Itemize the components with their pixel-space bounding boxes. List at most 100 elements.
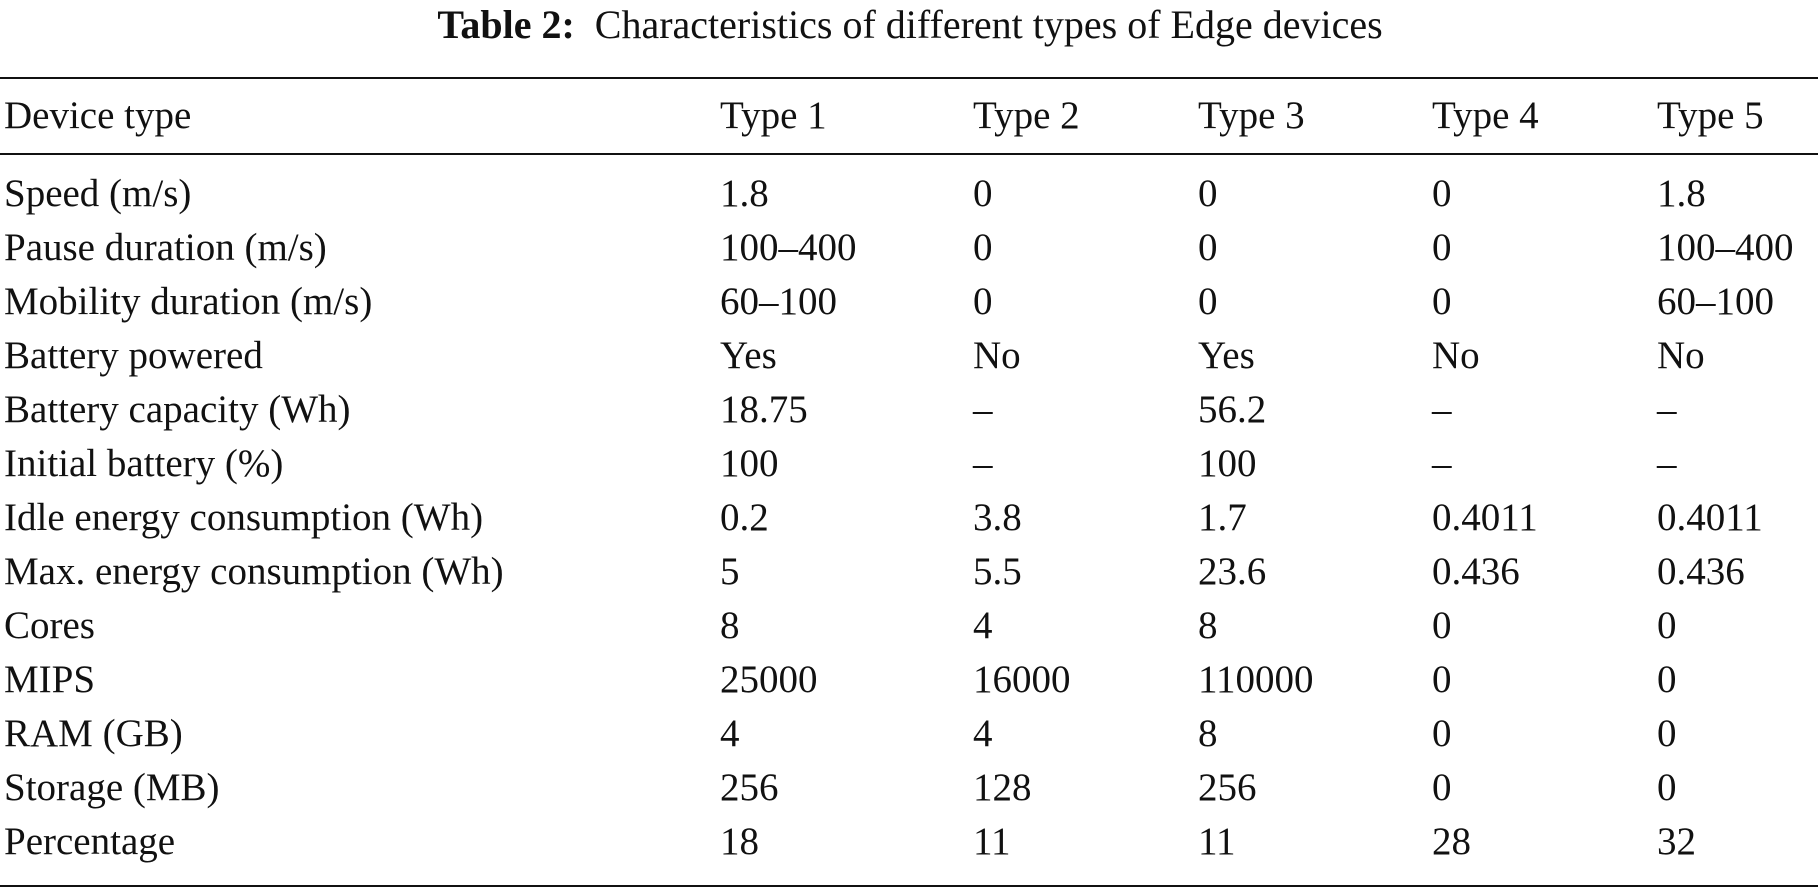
table-cell: 0 xyxy=(1657,604,1677,647)
table-row: Cores 8 4 8 0 0 xyxy=(0,599,1818,653)
table-cell: Yes xyxy=(1198,334,1255,377)
table-cell: 60–100 xyxy=(1657,280,1774,323)
table-cell: – xyxy=(1657,442,1677,485)
table-cell: 0 xyxy=(1432,658,1452,701)
table-cell: 0 xyxy=(1198,280,1218,323)
row-label: Speed (m/s) xyxy=(4,172,192,215)
row-label: Idle energy consumption (Wh) xyxy=(4,496,484,539)
table-cell: – xyxy=(973,388,993,431)
row-label: Percentage xyxy=(4,820,176,863)
table-cell: 0 xyxy=(1198,172,1218,215)
table-row: Mobility duration (m/s) 60–100 0 0 0 60–… xyxy=(0,275,1818,329)
table-caption-text: Characteristics of different types of Ed… xyxy=(594,2,1383,47)
table-cell: 1.8 xyxy=(1657,172,1706,215)
table-cell: 0 xyxy=(1432,604,1452,647)
table-header-rule xyxy=(0,153,1818,155)
table-cell: 100 xyxy=(720,442,779,485)
column-header: Type 1 xyxy=(720,94,827,137)
column-header: Type 5 xyxy=(1657,94,1764,137)
table-cell: No xyxy=(1432,334,1480,377)
table-row: Storage (MB) 256 128 256 0 0 xyxy=(0,761,1818,815)
table-cell: No xyxy=(1657,334,1705,377)
table-cell: 0.4011 xyxy=(1657,496,1763,539)
row-label: Cores xyxy=(4,604,95,647)
column-header: Device type xyxy=(4,94,192,137)
table-top-rule xyxy=(0,77,1818,79)
table-cell: 0 xyxy=(1198,226,1218,269)
table-cell: 18 xyxy=(720,820,759,863)
table-row: MIPS 25000 16000 110000 0 0 xyxy=(0,653,1818,707)
table-cell: 0 xyxy=(1657,658,1677,701)
table-cell: 16000 xyxy=(973,658,1071,701)
table-cell: – xyxy=(1432,442,1452,485)
table-cell: 28 xyxy=(1432,820,1471,863)
table-cell: 0 xyxy=(1432,766,1452,809)
row-label: Battery capacity (Wh) xyxy=(4,388,351,431)
table-cell: – xyxy=(1432,388,1452,431)
table-cell: 11 xyxy=(1198,820,1236,863)
table-row: Percentage 18 11 11 28 32 xyxy=(0,815,1818,869)
column-header: Type 3 xyxy=(1198,94,1305,137)
table-cell: 0 xyxy=(1432,712,1452,755)
table-row: Pause duration (m/s) 100–400 0 0 0 100–4… xyxy=(0,221,1818,275)
table-row: Max. energy consumption (Wh) 5 5.5 23.6 … xyxy=(0,545,1818,599)
table-cell: 0 xyxy=(1432,172,1452,215)
table-cell: 0.4011 xyxy=(1432,496,1538,539)
row-label: Battery powered xyxy=(4,334,263,377)
row-label: Mobility duration (m/s) xyxy=(4,280,373,323)
table-cell: 23.6 xyxy=(1198,550,1267,593)
table-cell: 0.2 xyxy=(720,496,769,539)
table-cell: 8 xyxy=(1198,604,1218,647)
table-cell: 3.8 xyxy=(973,496,1022,539)
table-cell: 4 xyxy=(720,712,740,755)
table-cell: 128 xyxy=(973,766,1032,809)
table-cell: 5 xyxy=(720,550,740,593)
table-cell: 256 xyxy=(1198,766,1257,809)
row-label: Storage (MB) xyxy=(4,766,220,809)
column-header: Type 4 xyxy=(1432,94,1539,137)
table-cell: 100 xyxy=(1198,442,1257,485)
table-cell: No xyxy=(973,334,1021,377)
table-header-row: Device type Type 1 Type 2 Type 3 Type 4 … xyxy=(0,89,1818,143)
table-cell: 0 xyxy=(1432,226,1452,269)
table-cell: 0.436 xyxy=(1432,550,1520,593)
table-cell: 4 xyxy=(973,604,993,647)
table-cell: 0 xyxy=(1657,766,1677,809)
table-cell: 100–400 xyxy=(720,226,857,269)
table-cell: Yes xyxy=(720,334,777,377)
table-cell: 100–400 xyxy=(1657,226,1794,269)
table-cell: 0 xyxy=(973,172,993,215)
table-cell: 110000 xyxy=(1198,658,1314,701)
table-cell: – xyxy=(1657,388,1677,431)
table-cell: 56.2 xyxy=(1198,388,1267,431)
table-caption-label: Table 2: xyxy=(437,2,575,47)
table-cell: 0 xyxy=(1432,280,1452,323)
table-row: Battery powered Yes No Yes No No xyxy=(0,329,1818,383)
table-row: Battery capacity (Wh) 18.75 – 56.2 – – xyxy=(0,383,1818,437)
row-label: RAM (GB) xyxy=(4,712,183,755)
row-label: Pause duration (m/s) xyxy=(4,226,327,269)
table-cell: 1.8 xyxy=(720,172,769,215)
table-cell: 60–100 xyxy=(720,280,837,323)
table-cell: 0.436 xyxy=(1657,550,1745,593)
table-bottom-rule xyxy=(0,885,1818,887)
table-row: RAM (GB) 4 4 8 0 0 xyxy=(0,707,1818,761)
table-cell: 32 xyxy=(1657,820,1696,863)
table-cell: 4 xyxy=(973,712,993,755)
table-cell: 1.7 xyxy=(1198,496,1247,539)
table-cell: 8 xyxy=(1198,712,1218,755)
row-label: MIPS xyxy=(4,658,96,701)
table-cell: 0 xyxy=(1657,712,1677,755)
table-cell: 0 xyxy=(973,226,993,269)
table-cell: 25000 xyxy=(720,658,818,701)
table-cell: 11 xyxy=(973,820,1011,863)
row-label: Max. energy consumption (Wh) xyxy=(4,550,504,593)
table-cell: 0 xyxy=(973,280,993,323)
table-cell: – xyxy=(973,442,993,485)
table-cell: 8 xyxy=(720,604,740,647)
table-cell: 256 xyxy=(720,766,779,809)
table-caption: Table 2: Characteristics of different ty… xyxy=(0,2,1820,48)
table-cell: 18.75 xyxy=(720,388,808,431)
table-row: Speed (m/s) 1.8 0 0 0 1.8 xyxy=(0,167,1818,221)
row-label: Initial battery (%) xyxy=(4,442,284,485)
